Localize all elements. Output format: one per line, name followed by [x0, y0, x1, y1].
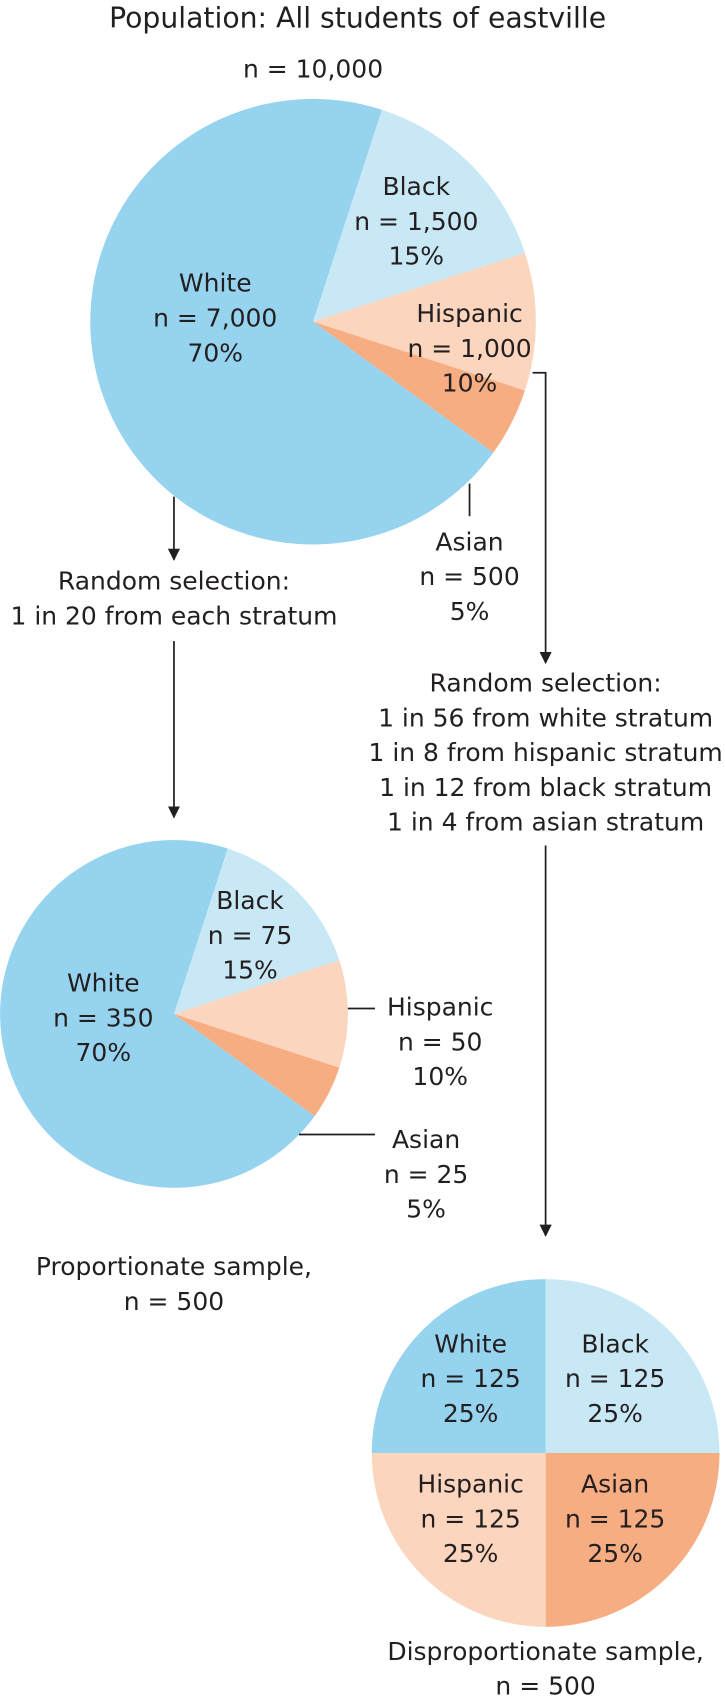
slice-percent: 5% [450, 597, 490, 626]
selection-note: Random selection: [58, 566, 290, 595]
slice-category: Black [216, 886, 284, 915]
slice-category: Asian [435, 527, 503, 556]
slice-count: n = 25 [384, 1160, 468, 1189]
title: Population: All students of eastville [109, 2, 606, 35]
selection-note: 1 in 4 from asian stratum [387, 808, 704, 837]
selection-note: 1 in 20 from each stratum [10, 601, 337, 630]
slice-percent: 25% [443, 1539, 499, 1568]
slice-category: White [179, 269, 252, 298]
slice-count: n = 125 [565, 1504, 665, 1533]
slice-count: n = 7,000 [153, 304, 277, 333]
pie-slice [90, 98, 494, 545]
pie-slice [371, 1452, 546, 1627]
pie-caption: Proportionate sample, [36, 1252, 312, 1281]
pie-slice [173, 1013, 340, 1117]
pie-caption: n = 500 [124, 1287, 224, 1316]
slice-count: n = 125 [565, 1364, 665, 1393]
pie-slice [545, 1279, 720, 1453]
pie-subtitle: n = 10,000 [243, 55, 383, 84]
selection-note: 1 in 56 from white stratum [378, 703, 713, 732]
pie-caption: n = 500 [495, 1672, 595, 1701]
slice-count: n = 1,000 [407, 334, 531, 363]
slice-count: n = 350 [53, 1003, 153, 1032]
pie-slice [0, 840, 315, 1188]
slice-count: n = 125 [420, 1364, 520, 1393]
slice-percent: 5% [406, 1195, 446, 1224]
slice-category: Hispanic [417, 1470, 523, 1499]
slice-percent: 25% [587, 1399, 643, 1428]
slice-category: Black [581, 1329, 649, 1358]
slice-count: n = 500 [419, 562, 519, 591]
slice-category: Asian [581, 1470, 649, 1499]
pie-slice [173, 960, 348, 1068]
slice-percent: 25% [587, 1539, 643, 1568]
slice-percent: 70% [187, 338, 243, 367]
slice-count: n = 75 [208, 921, 292, 950]
selection-note: Random selection: [430, 669, 662, 698]
slice-percent: 10% [412, 1062, 468, 1091]
slice-category: Hispanic [416, 299, 522, 328]
slice-category: Black [382, 172, 450, 201]
slice-percent: 70% [76, 1038, 132, 1067]
pie-slice [173, 848, 340, 1014]
arrow [532, 371, 552, 665]
slice-percent: 25% [443, 1399, 499, 1428]
selection-note: 1 in 8 from hispanic stratum [368, 738, 722, 767]
slice-count: n = 1,500 [354, 207, 478, 236]
slice-category: White [434, 1329, 507, 1358]
slice-count: n = 50 [398, 1027, 482, 1056]
slice-category: White [67, 969, 140, 998]
slice-percent: 15% [222, 956, 278, 985]
pie-caption: Disproportionate sample, [387, 1637, 704, 1666]
slice-category: Asian [392, 1125, 460, 1154]
slice-percent: 15% [389, 242, 445, 271]
pie-slice [545, 1452, 720, 1627]
slice-count: n = 125 [420, 1504, 520, 1533]
pie-slice [313, 109, 525, 322]
slice-category: Hispanic [387, 992, 493, 1021]
slice-percent: 10% [442, 369, 498, 398]
pie-slice [313, 321, 525, 453]
pie-slice [313, 252, 536, 391]
pie-slice [371, 1279, 546, 1453]
selection-note: 1 in 12 from black stratum [379, 773, 712, 802]
